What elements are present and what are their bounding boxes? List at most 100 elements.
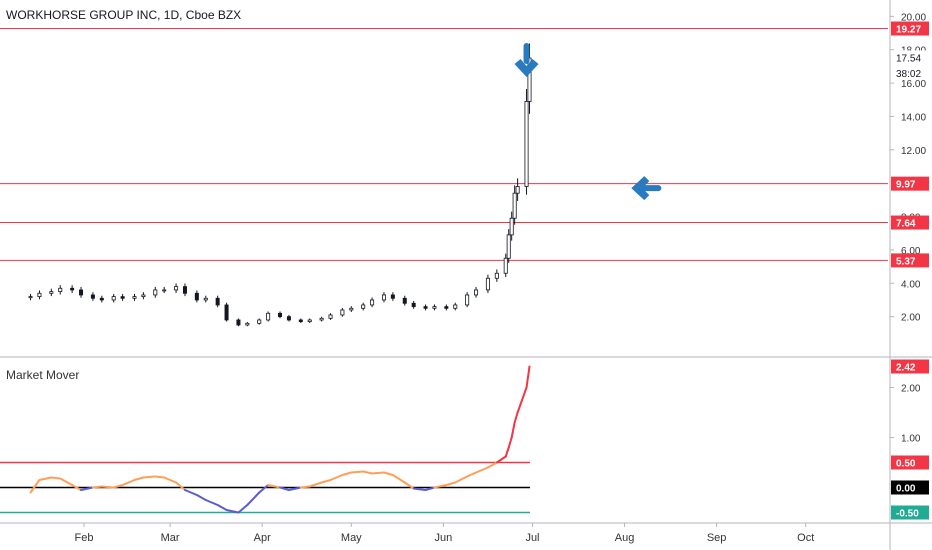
indicator-line-segment [121,479,136,486]
indicator-line-segment [142,475,157,479]
candle-body [411,302,416,308]
candle-2020-04-10 [286,314,291,322]
indicator-line-segment [279,486,290,491]
candle-body [307,319,312,323]
price-axis-tick: 12.00 [901,146,926,157]
candle-2020-03-24 [236,318,241,327]
candle-body [298,319,303,323]
price-level-tag: 19.27 [891,21,929,36]
candle-body [194,292,199,301]
candle-2020-06-22 [503,253,508,278]
candle-body [423,306,428,309]
candle-2020-02-28 [162,286,167,293]
time-axis-tick: Mar [161,532,180,544]
candle-body [485,277,490,291]
candle-2020-02-14 [120,293,125,301]
candle-body [509,217,514,236]
candle-body [512,192,517,219]
indicator-line-segment [424,486,436,491]
tag-label: 19.27 [896,25,921,36]
indicator-level-tag: -0.50 [891,505,929,520]
indicator-line-segment [362,470,374,475]
candle-body [465,294,470,306]
tag-bg [891,505,929,520]
candle-2020-05-29 [432,304,437,311]
indicator-line-segment [466,471,478,478]
candle-2020-06-16 [485,274,490,293]
candle-2020-01-28 [70,285,75,293]
candle-body [340,309,345,316]
tag-label: 38:02 [896,69,921,80]
candle-2020-06-05 [453,302,458,311]
indicator-line-segment [195,494,207,501]
candle-2020-03-03 [174,283,179,293]
indicator-line-segment [513,411,519,424]
candle-body [120,296,125,299]
candle-body [286,316,291,321]
indicator-line-segment [308,481,323,488]
candle-2020-01-24 [58,285,63,295]
candle-body [266,312,271,321]
candle-2020-02-11 [111,293,116,303]
indicator-line-segment [495,455,507,464]
tag-bg [891,66,929,81]
price-tag: 17.54 [891,50,929,65]
indicator-line-segment [433,484,448,489]
indicator-line-segment [371,471,385,475]
candle-body [224,304,229,321]
tag-bg [891,21,929,36]
candle-body [278,312,283,318]
indicator-line-segment [237,504,249,514]
candle-2020-04-24 [328,313,333,320]
candle-body [319,317,324,321]
candle-body [132,296,137,299]
indicator-line-segment [204,499,219,506]
candle-body [162,289,167,292]
tag-label: 9.97 [896,180,916,191]
candle-2020-06-29 [524,88,529,195]
candle-2020-02-04 [90,292,95,301]
candle-2020-04-03 [266,311,271,322]
time-axis-tick: Jul [525,532,539,544]
tag-bg [891,359,929,374]
price-axis-tick: 6.00 [901,246,921,257]
candle-body [28,296,33,299]
candle-body [182,286,187,294]
candle-body [444,306,449,309]
candle-body [215,297,220,306]
indicator-line-segment [525,365,531,389]
indicator-line-segment [59,477,74,486]
indicator-line-segment [133,476,145,481]
indicator-line-segment [216,504,228,511]
candle-body [153,289,158,296]
tag-label: 0.00 [896,484,916,495]
candle-2020-03-10 [194,290,199,303]
tag-label: 5.37 [896,256,916,267]
tag-bg [891,253,929,268]
candle-2020-03-20 [224,302,229,322]
tag-bg [891,176,929,191]
time-axis-tick: Aug [615,532,635,544]
indicator-line-segment [287,486,302,491]
candle-body [361,304,366,309]
indicator-line-segment [445,481,457,486]
indicator-level-tag: 0.00 [891,480,929,495]
indicator-line-segment [71,484,83,491]
time-axis-tick: Sep [707,532,727,544]
candle-2020-01-17 [37,290,42,300]
candle-body [37,292,42,298]
indicator-line-segment [382,471,394,476]
indicator-line-segment [299,485,311,489]
candle-2020-01-31 [79,286,84,298]
candle-2020-06-19 [494,269,499,282]
candle-body [474,289,479,296]
candle-body [58,287,63,293]
indicator-line-segment [454,475,469,484]
tag-label: 0.50 [896,459,916,470]
time-axis-tick: Oct [797,532,814,544]
candle-body [99,297,104,301]
candle-body [390,294,395,299]
price-axis-tick: 20.00 [901,12,926,23]
candle-body [90,294,95,299]
candle-2020-05-12 [381,292,386,303]
